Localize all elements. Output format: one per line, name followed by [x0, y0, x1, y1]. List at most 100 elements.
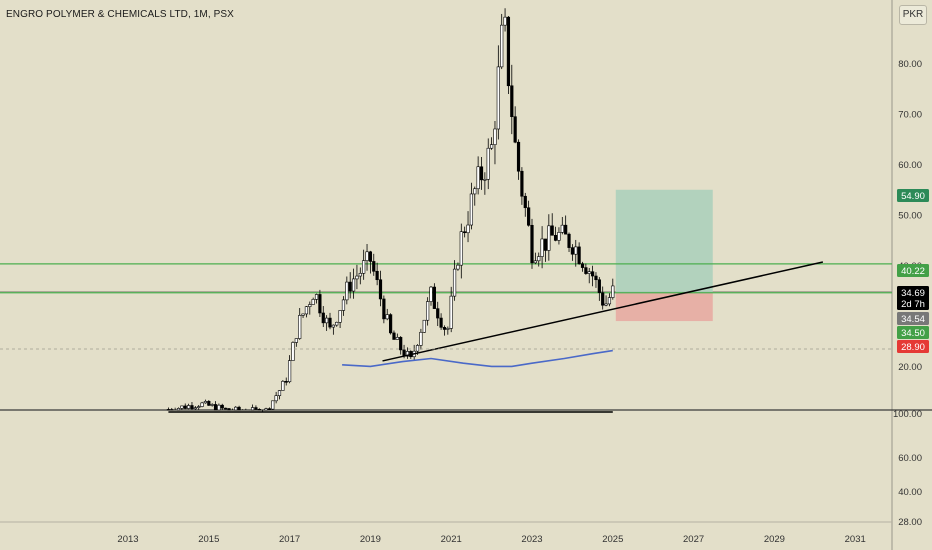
candle-body — [325, 317, 329, 324]
price-label-entry — [897, 326, 929, 339]
candle-body — [301, 313, 305, 316]
candle-body — [281, 380, 285, 391]
candle-body — [439, 317, 443, 328]
candle-body — [318, 294, 322, 314]
candle-body — [452, 268, 457, 297]
candle-body — [362, 260, 366, 274]
price-label-resistance — [897, 264, 929, 277]
time-tick-label: 2019 — [360, 534, 381, 545]
candle-body — [415, 345, 420, 352]
price-tick-label: 20.00 — [898, 362, 922, 373]
price-label-stop — [897, 340, 929, 353]
candle-body — [473, 188, 477, 195]
price-label-last — [897, 286, 929, 310]
price-label-text: 34.54 — [901, 314, 925, 325]
candle-body — [183, 405, 187, 409]
candle-body — [479, 166, 484, 181]
candle-body — [375, 270, 379, 281]
candle-body — [574, 246, 578, 255]
time-tick-label: 2015 — [198, 534, 219, 545]
candle-body — [587, 271, 591, 274]
candle-body — [193, 407, 197, 410]
candle-body — [351, 278, 356, 292]
candle-body — [550, 225, 554, 236]
candle-body — [287, 360, 292, 383]
candle-body — [527, 207, 531, 226]
candle-body — [277, 390, 282, 396]
candle-body — [200, 402, 204, 407]
candle-body — [166, 409, 171, 411]
price-label-text: 40.22 — [901, 266, 925, 277]
price-label-text: 34.50 — [901, 328, 925, 339]
candle-body — [590, 271, 595, 277]
candle-body — [543, 238, 548, 251]
candle-body — [267, 408, 272, 410]
candle-body — [294, 338, 298, 343]
candle-body — [510, 85, 514, 117]
candle-body — [493, 128, 497, 145]
support-trendline — [382, 261, 824, 362]
candle-body — [567, 233, 571, 248]
candle-body — [378, 279, 383, 300]
candle-body — [335, 321, 339, 326]
candle-body — [314, 294, 319, 300]
candle-body — [523, 195, 527, 209]
candle-body — [486, 147, 490, 180]
time-tick-label: 2031 — [845, 534, 866, 545]
price-label-marker — [897, 312, 929, 325]
rsi-tick-label: 28.00 — [898, 517, 922, 528]
candle-body — [271, 400, 275, 410]
candle-body — [331, 324, 335, 328]
time-tick-label: 2023 — [521, 534, 542, 545]
time-tick-label: 2013 — [117, 534, 138, 545]
candle-body — [405, 351, 410, 357]
candle-body — [513, 116, 517, 143]
candle-body — [311, 299, 315, 305]
price-label-countdown: 2d 7h — [901, 299, 925, 310]
currency-button[interactable]: PKR — [899, 5, 927, 25]
candle-body — [341, 299, 346, 311]
candle-body — [506, 16, 511, 87]
candle-body — [483, 178, 487, 181]
candle-body — [476, 166, 480, 190]
candle-body — [348, 281, 352, 292]
candle-body — [540, 238, 544, 257]
rsi-tick-label: 60.00 — [898, 453, 922, 464]
candle-body — [328, 317, 332, 328]
candle-body — [298, 315, 302, 339]
candle-body — [419, 331, 423, 346]
candle-body — [436, 308, 440, 319]
time-tick-label: 2027 — [683, 534, 704, 545]
rsi-tick-label: 100.00 — [893, 409, 922, 420]
candle-body — [516, 141, 521, 172]
candle-body — [604, 303, 608, 306]
candle-body — [217, 404, 221, 411]
candle-body — [321, 312, 325, 324]
candle-body — [594, 275, 598, 281]
candle-body — [429, 286, 433, 302]
price-label-text: 28.90 — [901, 342, 925, 353]
candle-body — [399, 337, 403, 351]
candle-body — [197, 406, 201, 408]
candle-body — [463, 231, 467, 234]
candle-body — [304, 306, 309, 315]
candle-body — [577, 246, 581, 265]
candle-body — [264, 408, 268, 411]
candle-body — [500, 24, 504, 68]
candle-body — [358, 272, 362, 277]
candle-body — [537, 256, 541, 262]
candle-body — [533, 260, 537, 264]
candle-body — [284, 380, 288, 383]
candle-body — [385, 314, 389, 320]
candle-body — [220, 404, 224, 409]
candle-body — [210, 404, 214, 406]
candle-body — [422, 319, 426, 333]
candle-body — [250, 407, 255, 411]
time-tick-label: 2025 — [602, 534, 623, 545]
candle-body — [557, 232, 561, 241]
candle-body — [395, 337, 399, 340]
candle-body — [560, 224, 564, 233]
